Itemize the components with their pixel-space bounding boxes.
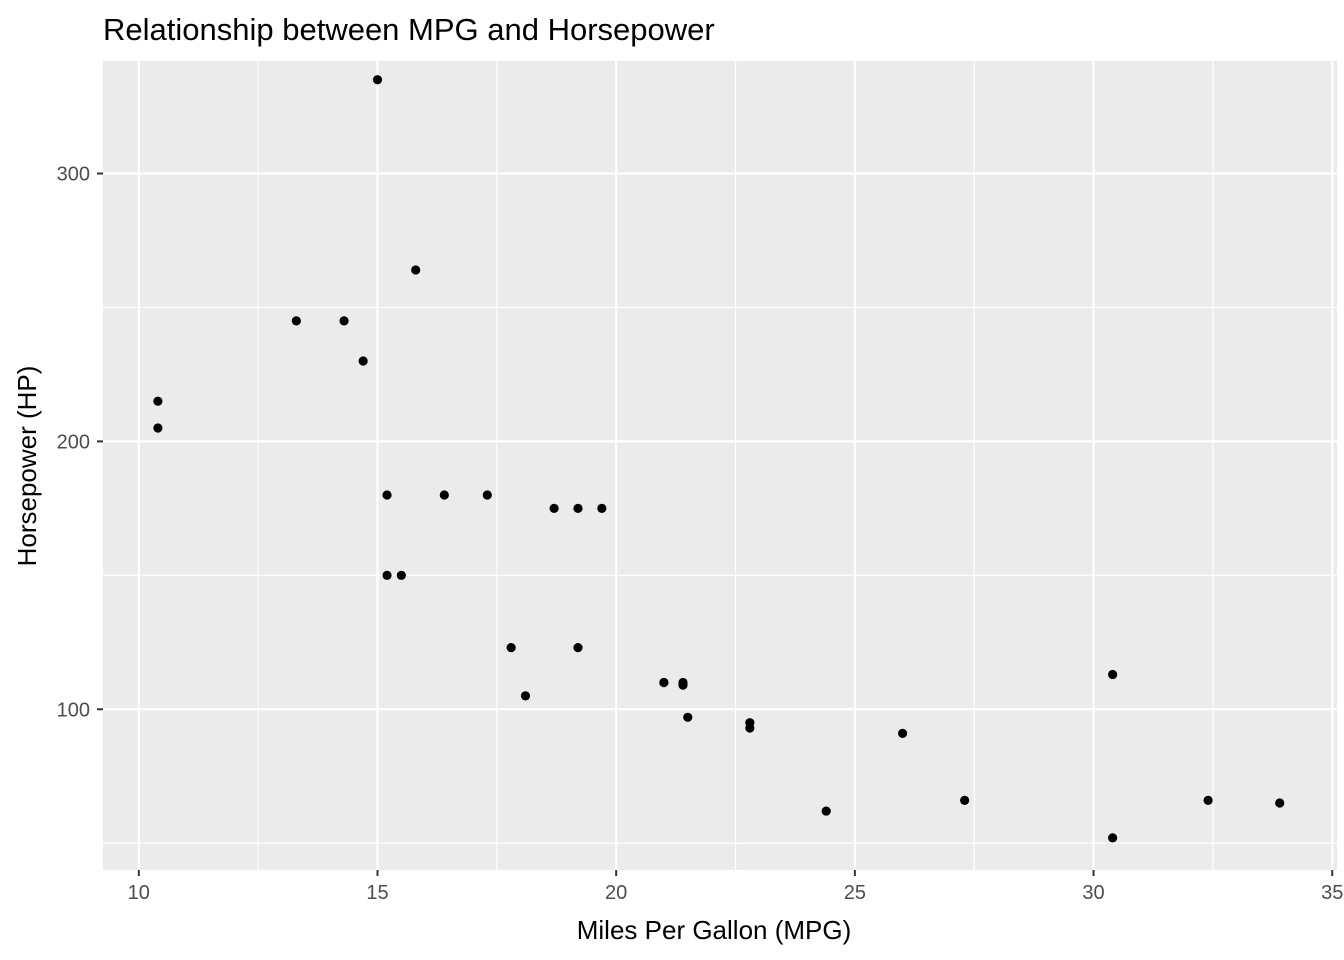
data-point (573, 503, 583, 513)
y-tick-label: 300 (57, 164, 90, 186)
data-point (678, 680, 688, 690)
chart-title: Relationship between MPG and Horsepower (103, 12, 715, 47)
major-gridlines (103, 61, 1337, 870)
minor-gridlines (103, 61, 1337, 870)
data-point (1275, 798, 1285, 808)
y-axis-title: Horsepower (HP) (12, 366, 42, 567)
data-point (549, 503, 559, 513)
data-point (153, 423, 163, 433)
x-tick-label: 35 (1321, 882, 1343, 904)
data-points (153, 75, 1285, 843)
data-point (506, 643, 516, 653)
data-point (382, 570, 392, 580)
x-tick-label: 15 (366, 882, 388, 904)
y-tick-label: 200 (57, 431, 90, 453)
data-point (683, 712, 693, 722)
data-point (339, 316, 349, 326)
data-point (411, 265, 421, 275)
data-point (659, 677, 669, 688)
data-point (439, 490, 449, 500)
data-point (573, 643, 583, 653)
x-tick-label: 10 (128, 882, 150, 904)
data-point (745, 718, 755, 728)
data-point (1108, 669, 1118, 680)
data-point (597, 503, 607, 513)
data-point (372, 75, 383, 85)
data-point (821, 806, 831, 816)
data-point (1108, 833, 1118, 843)
x-tick-label: 25 (844, 882, 866, 904)
x-tick-label: 30 (1082, 882, 1104, 904)
data-point (897, 728, 908, 738)
y-tick-label: 100 (57, 699, 90, 721)
data-point (358, 356, 368, 366)
data-point (396, 570, 406, 580)
data-point (520, 691, 531, 701)
x-axis: 10 15 20 25 30 35 (128, 870, 1343, 904)
data-point (382, 490, 392, 500)
x-axis-title: Miles Per Gallon (MPG) (577, 915, 852, 945)
plot-panel (103, 61, 1337, 870)
y-axis: 100 200 300 (57, 164, 103, 721)
data-point (960, 795, 970, 805)
x-tick-label: 20 (605, 882, 627, 904)
data-point (291, 316, 301, 326)
data-point (1203, 795, 1213, 805)
data-point (153, 396, 163, 406)
data-point (482, 490, 492, 500)
